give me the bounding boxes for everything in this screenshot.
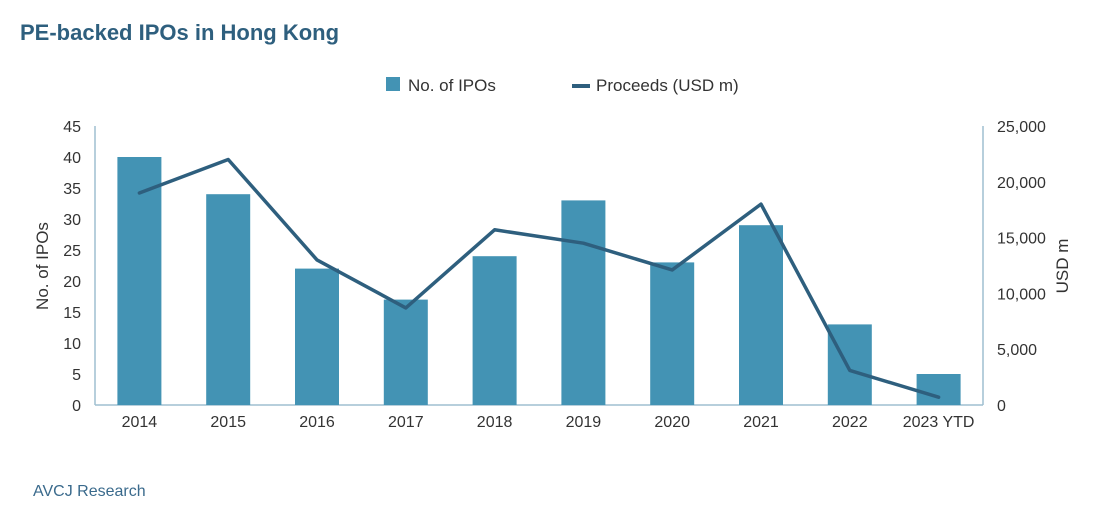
legend-swatch-bars — [386, 77, 400, 91]
y-tick-label: 0 — [72, 398, 81, 415]
y2-tick-label: 20,000 — [997, 175, 1046, 192]
x-tick-label: 2018 — [477, 414, 513, 431]
y-axis-title: No. of IPOs — [33, 222, 52, 310]
bar — [739, 225, 783, 405]
x-tick-label: 2020 — [654, 414, 690, 431]
y2-tick-label: 15,000 — [997, 231, 1046, 248]
y-tick-label: 30 — [63, 212, 81, 229]
bar — [117, 157, 162, 405]
x-tick-label: 2015 — [210, 414, 246, 431]
y2-tick-label: 5,000 — [997, 342, 1037, 359]
legend: No. of IPOs Proceeds (USD m) — [386, 76, 739, 95]
legend-label-line: Proceeds (USD m) — [596, 76, 739, 95]
y-tick-label: 40 — [63, 150, 81, 167]
y2-tick-label: 0 — [997, 398, 1006, 415]
y-tick-label: 45 — [63, 119, 81, 136]
x-tick-label: 2021 — [743, 414, 779, 431]
y2-tick-label: 10,000 — [997, 286, 1046, 303]
bar — [561, 200, 606, 405]
bar — [650, 262, 695, 405]
bar — [472, 256, 517, 405]
bar — [295, 268, 339, 405]
y-tick-label: 15 — [63, 305, 81, 322]
bar — [916, 374, 961, 405]
bar — [206, 194, 251, 405]
y2-tick-label: 25,000 — [997, 119, 1046, 136]
bars — [117, 157, 961, 405]
y-tick-label: 20 — [63, 274, 81, 291]
bar — [827, 324, 872, 405]
bar — [383, 299, 428, 405]
x-tick-label: 2019 — [566, 414, 602, 431]
x-tick-label: 2014 — [122, 414, 158, 431]
y-tick-label: 10 — [63, 336, 81, 353]
source-note: AVCJ Research — [33, 483, 146, 500]
proceeds-line — [137, 157, 941, 399]
x-tick-label: 2017 — [388, 414, 424, 431]
x-tick-label: 2023 YTD — [903, 414, 975, 431]
chart-title: PE-backed IPOs in Hong Kong — [20, 20, 340, 45]
y2-axis-title: USD m — [1053, 239, 1072, 294]
proceeds-line-group — [137, 157, 941, 399]
x-tick-label: 2022 — [832, 414, 868, 431]
y-tick-label: 35 — [63, 181, 81, 198]
x-tick-label: 2016 — [299, 414, 335, 431]
y-tick-label: 5 — [72, 367, 81, 384]
y-tick-label: 25 — [63, 243, 81, 260]
legend-label-bars: No. of IPOs — [408, 76, 496, 95]
axes: 0 5 10 15 20 25 30 35 40 45 0 5,000 10,000 15,000 20,0… — [63, 119, 1046, 431]
